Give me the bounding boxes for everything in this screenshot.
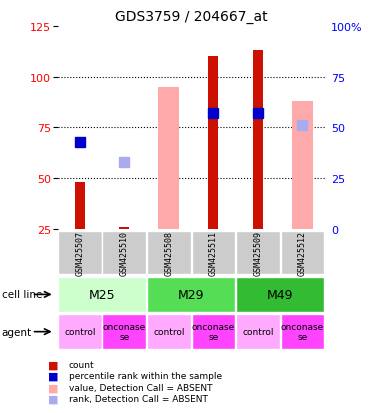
Text: onconase
se: onconase se [103,322,146,342]
Text: ■: ■ [48,371,59,381]
Bar [209,57,218,229]
Bar [75,183,85,229]
Bar [102,231,146,275]
Text: agent: agent [2,327,32,337]
Bar [147,278,235,312]
Bar [236,278,324,312]
Title: GDS3759 / 204667_at: GDS3759 / 204667_at [115,10,267,24]
Bar [58,278,146,312]
Text: rank, Detection Call = ABSENT: rank, Detection Call = ABSENT [69,394,207,404]
Text: GSM425510: GSM425510 [120,230,129,275]
Text: GSM425512: GSM425512 [298,230,307,275]
Bar [236,315,280,349]
Text: ■: ■ [48,394,59,404]
Text: M29: M29 [178,288,204,301]
Bar [102,315,146,349]
Bar [119,227,129,229]
Bar [280,315,324,349]
Text: value, Detection Call = ABSENT: value, Detection Call = ABSENT [69,383,212,392]
Bar [58,231,102,275]
Bar [58,315,102,349]
Bar [147,231,191,275]
Text: GSM425507: GSM425507 [75,230,84,275]
Text: cell line: cell line [2,290,42,300]
Bar [191,231,235,275]
Text: percentile rank within the sample: percentile rank within the sample [69,371,222,380]
Text: ■: ■ [48,359,59,369]
Text: M25: M25 [89,288,115,301]
Text: GSM425509: GSM425509 [253,230,262,275]
Bar [253,51,263,229]
Text: GSM425511: GSM425511 [209,230,218,275]
Bar [158,88,180,229]
Text: control: control [64,328,95,336]
Text: GSM425508: GSM425508 [164,230,173,275]
Bar [191,315,235,349]
Bar [147,315,191,349]
Bar [292,102,313,229]
Bar [280,231,324,275]
Text: control: control [153,328,184,336]
Text: control: control [242,328,273,336]
Text: onconase
se: onconase se [192,322,235,342]
Text: count: count [69,360,94,369]
Text: M49: M49 [267,288,293,301]
Text: onconase
se: onconase se [281,322,324,342]
Text: ■: ■ [48,382,59,392]
Bar [236,231,280,275]
